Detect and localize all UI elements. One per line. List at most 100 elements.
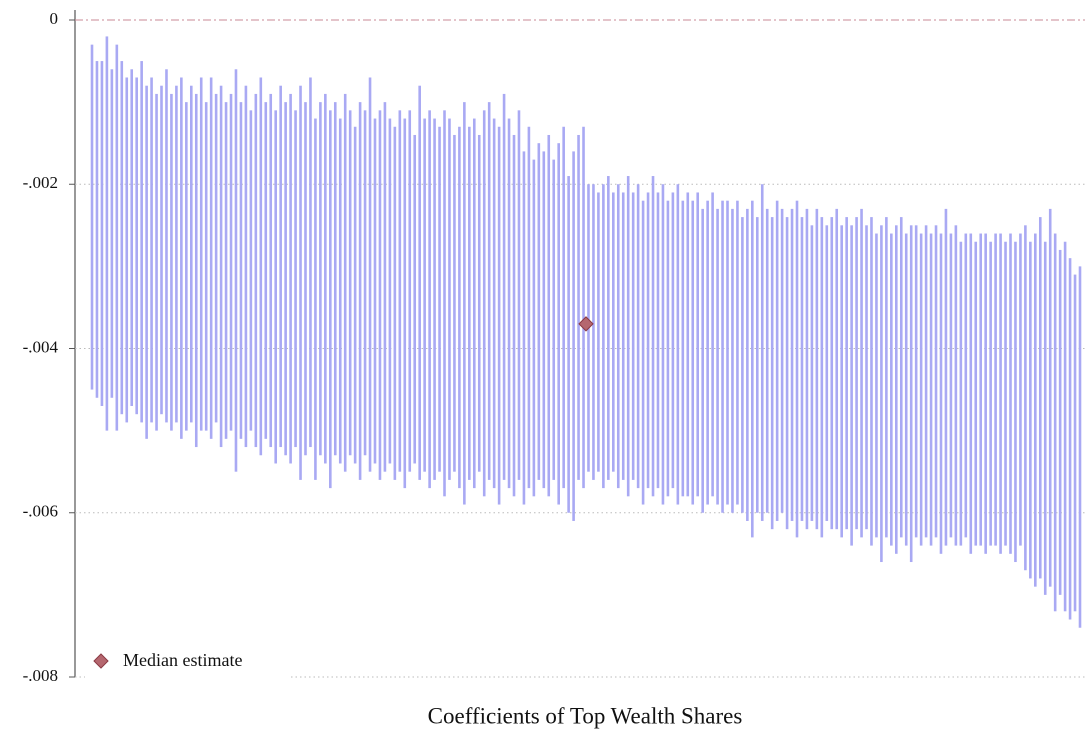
- range-bar: [969, 233, 973, 554]
- range-bar: [170, 93, 173, 431]
- range-bar: [428, 110, 431, 489]
- range-bar: [954, 225, 958, 546]
- range-bar: [199, 77, 203, 431]
- range-bar: [805, 208, 809, 530]
- range-bar: [90, 44, 94, 390]
- range-bar: [760, 184, 764, 521]
- range-bar: [731, 208, 734, 513]
- range-bar: [393, 126, 397, 480]
- range-bar: [810, 225, 814, 521]
- range-bar: [453, 134, 456, 472]
- range-bar: [631, 192, 635, 480]
- range-bar: [676, 184, 680, 505]
- range-bar: [597, 192, 600, 472]
- range-bar: [661, 184, 665, 505]
- range-bar: [656, 192, 660, 489]
- range-bar: [458, 126, 461, 489]
- range-bar: [120, 61, 124, 415]
- range-bar: [497, 126, 501, 505]
- range-bar: [721, 200, 724, 513]
- range-bar: [701, 208, 704, 513]
- range-bar: [999, 233, 1002, 554]
- range-bar: [259, 77, 263, 456]
- range-bar: [289, 93, 292, 464]
- range-bar: [964, 233, 968, 538]
- range-bar: [1029, 241, 1032, 579]
- range-bar: [487, 102, 491, 480]
- range-bar: [463, 102, 466, 505]
- range-bar: [165, 69, 168, 423]
- range-bar: [264, 102, 268, 439]
- range-bar: [115, 44, 119, 431]
- range-bar: [577, 134, 580, 480]
- range-bar: [929, 233, 933, 546]
- range-bar: [562, 126, 565, 489]
- range-bar: [194, 93, 198, 448]
- range-bar: [105, 36, 109, 431]
- range-bar: [855, 217, 858, 530]
- range-bar: [944, 208, 948, 546]
- range-bar: [234, 69, 238, 472]
- range-bar: [612, 192, 615, 472]
- range-bar: [616, 184, 620, 489]
- range-bar: [1034, 233, 1037, 587]
- range-bar: [919, 233, 923, 546]
- range-bar: [532, 159, 536, 497]
- range-bar: [338, 118, 342, 464]
- range-bar: [100, 61, 104, 406]
- range-bar: [319, 102, 322, 456]
- range-bar: [800, 217, 804, 521]
- range-bar: [150, 77, 153, 423]
- range-bar: [552, 159, 556, 480]
- range-bar: [1024, 225, 1027, 571]
- range-bar: [383, 102, 387, 472]
- range-bar: [1068, 258, 1072, 620]
- range-bar: [865, 225, 868, 530]
- range-bar: [557, 143, 560, 505]
- range-bar: [125, 77, 129, 423]
- y-tick-label: -.004: [23, 337, 59, 356]
- range-bar: [368, 77, 372, 472]
- range-bar: [492, 118, 496, 489]
- range-bar: [95, 61, 99, 398]
- range-bar: [1009, 233, 1012, 554]
- range-bar: [1004, 241, 1007, 546]
- range-bar: [974, 241, 978, 546]
- range-bar: [254, 93, 258, 448]
- range-bar: [770, 217, 774, 530]
- range-bar: [378, 110, 382, 480]
- range-bar: [592, 184, 595, 480]
- range-bar: [418, 85, 421, 480]
- range-bar: [175, 85, 178, 423]
- range-bar: [651, 176, 655, 497]
- range-bar: [507, 118, 511, 489]
- range-bar: [477, 134, 481, 472]
- range-bar: [895, 225, 898, 554]
- range-bar: [875, 233, 878, 538]
- range-bar: [324, 93, 327, 464]
- range-bar: [388, 118, 392, 464]
- range-bar: [542, 151, 546, 489]
- range-bar: [547, 134, 551, 497]
- range-bar: [924, 225, 928, 538]
- range-bar: [413, 134, 417, 464]
- y-tick-label: -.002: [23, 173, 58, 192]
- range-bar: [348, 110, 352, 456]
- range-bar: [641, 200, 645, 505]
- range-bar: [572, 151, 575, 521]
- range-bar: [830, 217, 834, 530]
- range-bar: [433, 118, 436, 480]
- range-bar: [443, 110, 446, 497]
- range-bar: [1053, 233, 1057, 612]
- range-bar: [279, 85, 282, 448]
- range-bar: [746, 208, 749, 521]
- range-bar: [398, 110, 402, 472]
- range-bar: [314, 118, 317, 480]
- range-bar: [343, 93, 347, 472]
- y-tick-label: -.006: [23, 502, 58, 521]
- range-bar: [582, 126, 585, 489]
- range-bar: [522, 151, 526, 505]
- range-bar: [204, 102, 208, 431]
- range-bar: [845, 217, 848, 530]
